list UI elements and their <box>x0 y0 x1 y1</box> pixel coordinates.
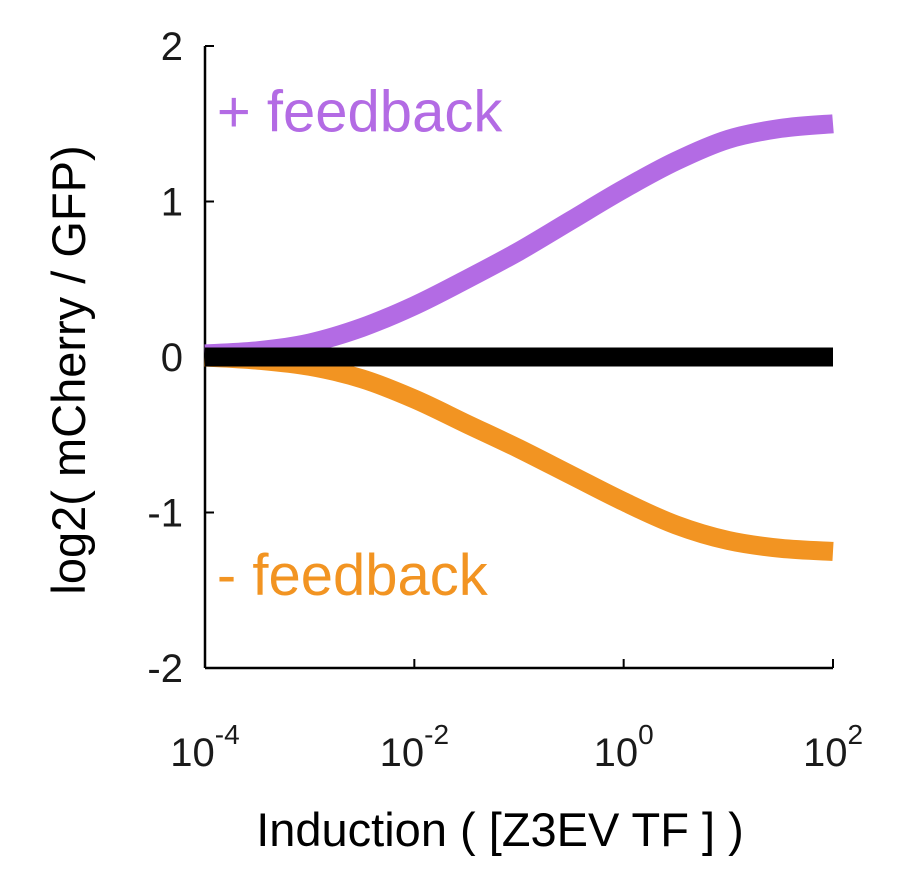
series-line-positive-feedback <box>204 114 834 364</box>
y-tick-label: 2 <box>161 25 183 69</box>
plot-lines <box>204 114 834 561</box>
y-tick-label: -1 <box>147 492 183 536</box>
y-tick-label: -2 <box>147 647 183 691</box>
series-line-negative-feedback <box>204 347 834 561</box>
x-tick-label: 10-2 <box>380 719 449 775</box>
x-tick-label: 102 <box>803 719 863 775</box>
x-tick-label: 10-4 <box>170 719 239 775</box>
x-axis-label: Induction ( [Z3EV TF ] ) <box>256 803 744 856</box>
y-axis-label: log2( mCherry / GFP) <box>42 145 95 594</box>
annotations: + feedback - feedback <box>217 80 503 608</box>
y-tick-label: 1 <box>161 181 183 225</box>
annotation-negative-feedback: - feedback <box>217 543 489 608</box>
y-tick-label: 0 <box>161 336 183 380</box>
x-tick-label: 100 <box>594 719 654 775</box>
tick-labels: 2 1 0 -1 -2 10-4 10-2 100 102 <box>147 25 863 775</box>
annotation-positive-feedback: + feedback <box>217 80 503 145</box>
